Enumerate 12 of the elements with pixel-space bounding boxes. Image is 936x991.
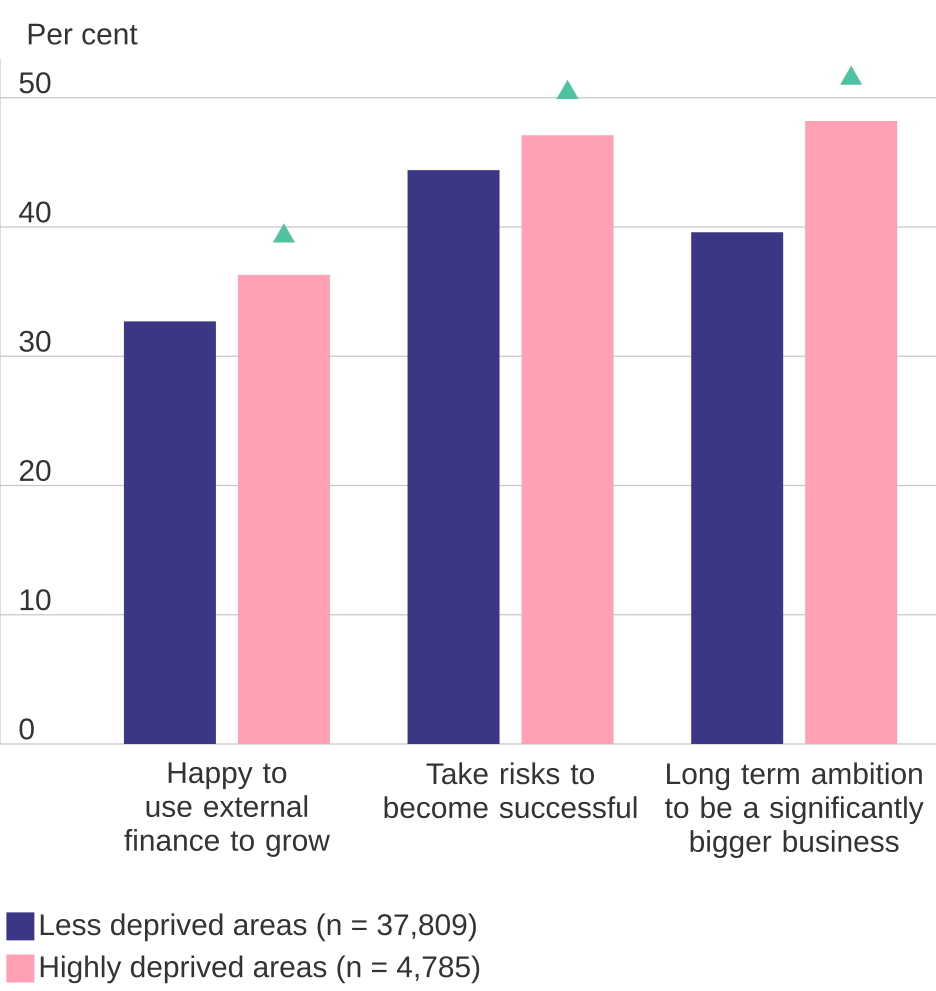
x-tick-label: Happy to use external finance to grow: [124, 762, 330, 857]
y-tick-label: 20: [20, 460, 50, 482]
y-axis-title: Per cent: [28, 24, 138, 45]
y-tick-label: 0: [20, 718, 34, 740]
y-tick-label: 30: [20, 330, 50, 352]
legend-label: Highly deprived areas (n = 4,785): [40, 955, 480, 984]
legend-label: Less deprived areas (n = 37,809): [40, 913, 476, 942]
y-tick-label: 10: [20, 589, 50, 610]
y-tick-label: 40: [19, 201, 50, 223]
x-tick-label: Take risks to become successful: [384, 762, 636, 818]
x-tick-label: Long term ambition to be a significantly bigger business: [665, 762, 924, 858]
y-tick-label: 50: [20, 72, 50, 94]
